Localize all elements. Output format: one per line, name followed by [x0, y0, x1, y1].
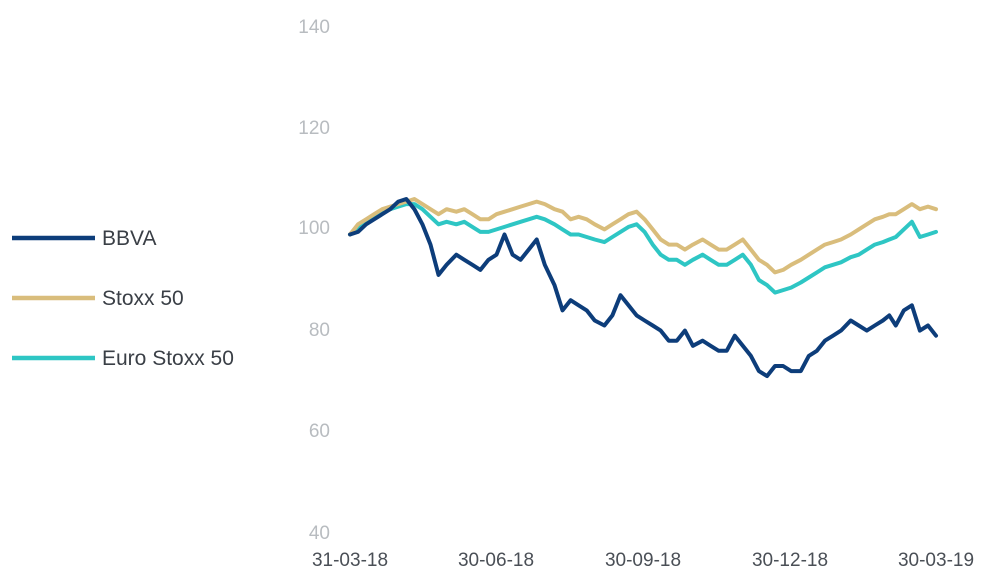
- legend-item-euro-stoxx-50: Euro Stoxx 50: [12, 347, 234, 370]
- x-tick-label: 30-06-18: [458, 550, 534, 571]
- y-tick-label: 120: [298, 118, 330, 139]
- legend-label-euro-stoxx-50: Euro Stoxx 50: [102, 347, 234, 370]
- y-tick-label: 100: [298, 218, 330, 239]
- series-lines: [348, 197, 938, 379]
- series-line-bbva: [348, 197, 938, 379]
- y-tick-label: 80: [309, 320, 330, 341]
- y-tick-label: 40: [309, 523, 330, 544]
- x-tick-label: 30-12-18: [752, 550, 828, 571]
- x-tick-label: 30-03-19: [898, 550, 974, 571]
- x-tick-label: 30-09-18: [605, 550, 681, 571]
- y-tick-label: 140: [298, 17, 330, 38]
- legend: BBVA Stoxx 50 Euro Stoxx 50: [12, 227, 234, 370]
- x-tick-label: 31-03-18: [312, 550, 388, 571]
- legend-label-bbva: BBVA: [102, 227, 156, 250]
- x-axis: 31-03-18 30-06-18 30-09-18 30-12-18 30-0…: [312, 550, 974, 571]
- legend-item-bbva: BBVA: [12, 227, 156, 250]
- series-line-euro-stoxx-50: [348, 202, 938, 295]
- legend-label-stoxx-50: Stoxx 50: [102, 287, 184, 310]
- y-axis: 140 120 100 80 60 40: [298, 17, 330, 544]
- legend-item-stoxx-50: Stoxx 50: [12, 287, 184, 310]
- series-line-stoxx-50: [348, 197, 938, 275]
- y-tick-label: 60: [309, 421, 330, 442]
